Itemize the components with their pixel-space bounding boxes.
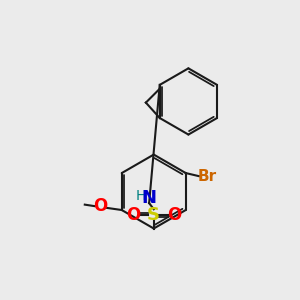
Text: N: N: [142, 189, 157, 207]
Text: H: H: [136, 189, 146, 203]
Text: S: S: [147, 206, 160, 224]
Text: O: O: [127, 206, 141, 224]
Text: O: O: [93, 197, 107, 215]
Text: Br: Br: [198, 169, 217, 184]
Text: O: O: [167, 206, 181, 224]
